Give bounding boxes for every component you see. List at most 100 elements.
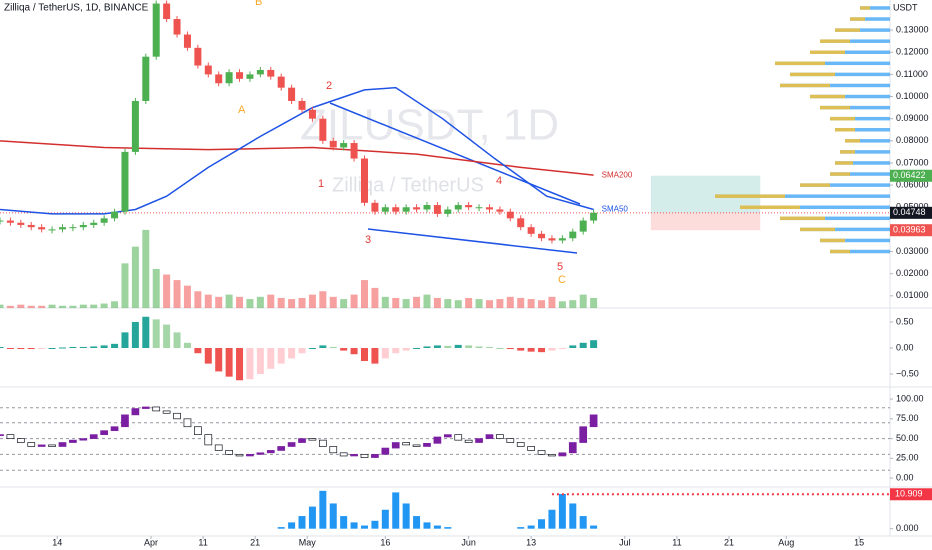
- profile-bar: [810, 94, 890, 99]
- wave-label: A: [238, 104, 246, 116]
- profile-part: [780, 83, 830, 88]
- candle: [350, 143, 358, 159]
- profile-part: [835, 128, 855, 132]
- profile-bar: [840, 150, 890, 154]
- osc-bar: [141, 406, 150, 409]
- bar: [392, 492, 400, 529]
- y-tick-label: 0.10000: [896, 91, 929, 101]
- volume-bar: [6, 305, 14, 308]
- macd-bar: [38, 348, 46, 349]
- profile-part: [830, 172, 850, 176]
- volume-bar: [256, 296, 264, 308]
- macd-bar: [392, 348, 400, 354]
- volume-bar: [183, 285, 191, 308]
- osc-bar: [152, 406, 161, 412]
- macd-bar: [152, 319, 160, 348]
- volume-bar: [475, 299, 483, 308]
- macd-bar: [371, 348, 379, 364]
- volume-bar: [298, 297, 306, 308]
- candle: [465, 205, 473, 208]
- macd-bar: [173, 332, 181, 348]
- volume-bar: [413, 296, 421, 308]
- y-tick-label: 0.000: [896, 523, 919, 533]
- osc-bar: [225, 450, 233, 455]
- macd-bar: [121, 332, 129, 348]
- candle: [288, 87, 296, 101]
- macd-bar: [204, 348, 212, 364]
- volume-bar: [392, 297, 400, 308]
- candle: [69, 227, 77, 229]
- volume-bar: [204, 294, 212, 308]
- macd-bar: [194, 348, 202, 354]
- y-tick-label: 0.07000: [896, 157, 929, 167]
- macd-bar: [48, 348, 56, 349]
- osc-bar: [298, 438, 306, 443]
- macd-bar: [163, 324, 171, 348]
- y-tick-label: 0.05000: [896, 202, 929, 212]
- profile-part: [850, 17, 865, 21]
- volume-bar: [27, 305, 35, 308]
- macd-bar: [360, 348, 368, 362]
- volume-bar: [558, 301, 566, 308]
- macd-bar: [538, 348, 546, 353]
- profile-bar: [835, 128, 890, 132]
- macd-bar: [475, 346, 483, 348]
- osc-bar: [48, 444, 56, 447]
- osc-bar: [496, 434, 504, 439]
- osc-bar: [0, 434, 4, 436]
- osc-bar: [433, 436, 442, 444]
- candle: [433, 205, 441, 214]
- candle: [423, 205, 431, 210]
- volume-bar: [17, 304, 25, 308]
- y-tick-label: 0.00: [896, 472, 914, 482]
- profile-part: [800, 183, 830, 187]
- macd-bar: [131, 321, 139, 348]
- osc-bar: [485, 434, 494, 439]
- macd-bar: [225, 348, 233, 377]
- volume-bar: [48, 304, 56, 308]
- volume-bar: [131, 246, 139, 308]
- bar: [579, 516, 587, 529]
- candle: [194, 47, 202, 66]
- osc-bar: [246, 454, 254, 457]
- volume-bar: [38, 305, 46, 308]
- volume-bar: [454, 300, 462, 308]
- volume-bar: [433, 297, 441, 308]
- candle: [90, 222, 98, 225]
- volume-bar: [267, 294, 275, 308]
- candle: [142, 56, 150, 101]
- macd-bar: [496, 348, 504, 349]
- profile-bar: [740, 205, 890, 210]
- macd-bar: [485, 346, 493, 348]
- macd-bar: [27, 348, 35, 350]
- volume-bar: [496, 299, 504, 308]
- candle: [506, 211, 514, 219]
- profile-part: [740, 205, 800, 210]
- profile-part: [810, 50, 845, 55]
- volume-bar: [90, 304, 98, 308]
- volume-bar: [360, 280, 368, 308]
- y-tick-label: 0.13000: [896, 24, 929, 34]
- macd-bar: [298, 348, 306, 354]
- value-tag: [890, 488, 932, 501]
- profile-bar: [820, 105, 890, 110]
- candle: [402, 207, 410, 212]
- candle: [277, 76, 285, 88]
- price-tag-label: 0.03963: [893, 225, 926, 235]
- profile-bar: [780, 216, 890, 221]
- osc-bar: [256, 452, 265, 455]
- volume-bar: [246, 299, 254, 308]
- osc-bar: [516, 442, 525, 447]
- y-tick-label: 75.00: [896, 413, 919, 423]
- volume-bar: [111, 301, 119, 308]
- macd-bar: [69, 346, 77, 348]
- volume-bar: [548, 296, 556, 308]
- volume-bar: [0, 304, 4, 308]
- macd-bar: [413, 348, 421, 349]
- volume-bar: [319, 291, 327, 308]
- macd-bar: [329, 346, 337, 348]
- bar: [402, 503, 410, 529]
- bar: [423, 522, 431, 529]
- bar: [569, 503, 577, 529]
- bar: [329, 503, 337, 529]
